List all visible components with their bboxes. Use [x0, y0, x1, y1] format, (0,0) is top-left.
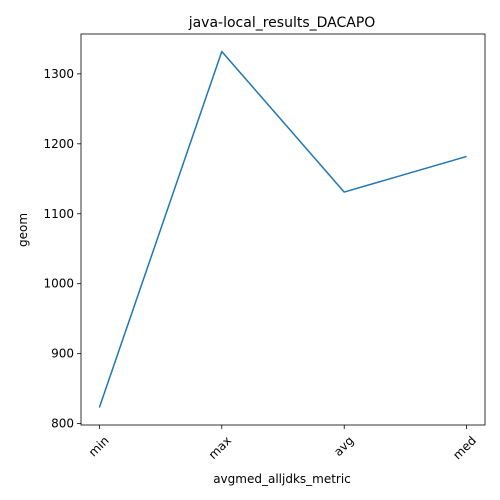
axes-frame: [80, 33, 486, 426]
y-tick-label-1100: 1100: [43, 207, 74, 221]
y-tick-label-1200: 1200: [43, 137, 74, 151]
y-axis-ticks: 800 900 1000 1100 1200 1300: [43, 67, 81, 431]
x-tick-label-med: med: [450, 433, 479, 462]
plot-area: [80, 33, 486, 426]
x-tick-label-min: min: [86, 433, 112, 459]
x-tick-label-avg: avg: [331, 433, 357, 459]
x-axis-label: avgmed_alljdks_metric: [213, 472, 351, 486]
y-axis-label: geom: [16, 213, 30, 247]
chart-title: java-local_results_DACAPO: [188, 15, 376, 31]
y-tick-label-1300: 1300: [43, 67, 74, 81]
x-tick-label-max: max: [206, 433, 234, 461]
x-axis-ticks: min max avg med: [86, 425, 479, 462]
y-tick-label-1000: 1000: [43, 277, 74, 291]
series-line-0: [98, 50, 467, 408]
y-tick-label-900: 900: [51, 347, 74, 361]
y-tick-label-800: 800: [51, 417, 74, 431]
